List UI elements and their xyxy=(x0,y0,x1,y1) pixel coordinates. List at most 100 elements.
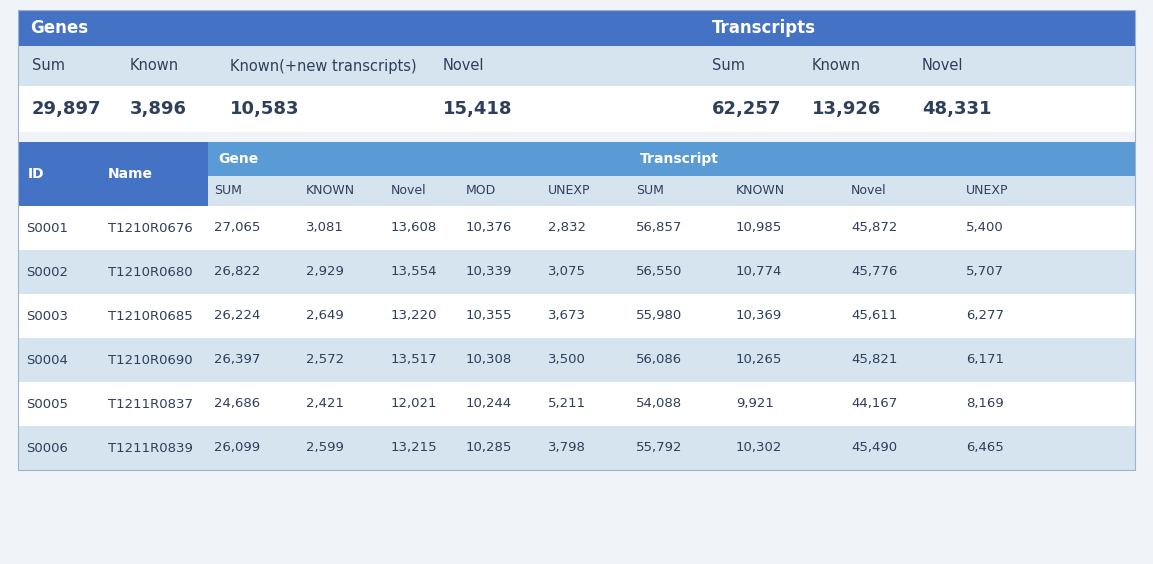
Text: S0002: S0002 xyxy=(27,266,68,279)
Text: 3,673: 3,673 xyxy=(548,310,586,323)
Text: 45,872: 45,872 xyxy=(851,222,897,235)
Text: UNEXP: UNEXP xyxy=(548,184,590,197)
Text: Novel: Novel xyxy=(443,59,484,73)
Bar xyxy=(208,176,630,206)
Text: 45,490: 45,490 xyxy=(851,442,897,455)
Text: T1210R0680: T1210R0680 xyxy=(108,266,193,279)
Text: 55,792: 55,792 xyxy=(636,442,683,455)
Text: 13,215: 13,215 xyxy=(391,442,438,455)
Text: 8,169: 8,169 xyxy=(966,398,1004,411)
Text: KNOWN: KNOWN xyxy=(306,184,355,197)
Text: 56,550: 56,550 xyxy=(636,266,683,279)
Bar xyxy=(18,382,1135,426)
Text: Transcript: Transcript xyxy=(640,152,718,166)
Text: 10,308: 10,308 xyxy=(466,354,512,367)
Text: 45,611: 45,611 xyxy=(851,310,897,323)
Text: 44,167: 44,167 xyxy=(851,398,897,411)
Text: 13,926: 13,926 xyxy=(812,100,881,118)
Text: 5,211: 5,211 xyxy=(548,398,586,411)
Text: ID: ID xyxy=(28,167,45,181)
Text: 2,421: 2,421 xyxy=(306,398,344,411)
Text: 10,302: 10,302 xyxy=(736,442,783,455)
Text: 2,929: 2,929 xyxy=(306,266,344,279)
Bar xyxy=(208,142,630,176)
Text: S0005: S0005 xyxy=(27,398,68,411)
Text: Novel: Novel xyxy=(922,59,964,73)
Text: 2,649: 2,649 xyxy=(306,310,344,323)
Text: 26,397: 26,397 xyxy=(214,354,261,367)
Text: 9,921: 9,921 xyxy=(736,398,774,411)
Text: UNEXP: UNEXP xyxy=(966,184,1009,197)
Text: 26,224: 26,224 xyxy=(214,310,261,323)
Text: T1211R0837: T1211R0837 xyxy=(108,398,193,411)
Text: 2,572: 2,572 xyxy=(306,354,344,367)
Text: 56,086: 56,086 xyxy=(636,354,683,367)
Text: Known(+new transcripts): Known(+new transcripts) xyxy=(229,59,416,73)
Text: 10,339: 10,339 xyxy=(466,266,512,279)
Bar xyxy=(18,142,208,206)
Text: 13,220: 13,220 xyxy=(391,310,437,323)
Text: 45,821: 45,821 xyxy=(851,354,897,367)
Bar xyxy=(18,86,1135,132)
Bar xyxy=(18,10,1135,470)
Text: 26,099: 26,099 xyxy=(214,442,261,455)
Text: T1211R0839: T1211R0839 xyxy=(108,442,193,455)
Text: 62,257: 62,257 xyxy=(713,100,782,118)
Text: Known: Known xyxy=(130,59,179,73)
Bar xyxy=(630,176,1135,206)
Text: 26,822: 26,822 xyxy=(214,266,261,279)
Bar xyxy=(18,250,1135,294)
Text: 2,832: 2,832 xyxy=(548,222,586,235)
Text: 10,985: 10,985 xyxy=(736,222,782,235)
Text: 3,798: 3,798 xyxy=(548,442,586,455)
Text: 10,583: 10,583 xyxy=(229,100,300,118)
Text: 10,355: 10,355 xyxy=(466,310,512,323)
Text: Known: Known xyxy=(812,59,861,73)
Text: Sum: Sum xyxy=(32,59,65,73)
Text: 55,980: 55,980 xyxy=(636,310,683,323)
Text: Novel: Novel xyxy=(391,184,427,197)
Text: 10,285: 10,285 xyxy=(466,442,512,455)
Text: 6,277: 6,277 xyxy=(966,310,1004,323)
Text: T1210R0685: T1210R0685 xyxy=(108,310,193,323)
Bar xyxy=(18,46,1135,86)
Text: 13,517: 13,517 xyxy=(391,354,438,367)
Text: SUM: SUM xyxy=(636,184,664,197)
Text: 6,465: 6,465 xyxy=(966,442,1004,455)
Text: Genes: Genes xyxy=(30,19,88,37)
Text: Sum: Sum xyxy=(713,59,745,73)
Text: 13,554: 13,554 xyxy=(391,266,437,279)
Text: 3,075: 3,075 xyxy=(548,266,586,279)
Text: 10,265: 10,265 xyxy=(736,354,783,367)
Text: 29,897: 29,897 xyxy=(32,100,101,118)
Text: 5,400: 5,400 xyxy=(966,222,1004,235)
Text: S0003: S0003 xyxy=(27,310,68,323)
Text: 10,376: 10,376 xyxy=(466,222,512,235)
Text: 6,171: 6,171 xyxy=(966,354,1004,367)
Bar xyxy=(18,10,700,46)
Text: 2,599: 2,599 xyxy=(306,442,344,455)
Text: Gene: Gene xyxy=(218,152,258,166)
Text: 13,608: 13,608 xyxy=(391,222,437,235)
Text: SUM: SUM xyxy=(214,184,242,197)
Bar xyxy=(18,294,1135,338)
Bar xyxy=(630,142,1135,176)
Text: 10,369: 10,369 xyxy=(736,310,782,323)
Text: 10,244: 10,244 xyxy=(466,398,512,411)
Text: 15,418: 15,418 xyxy=(443,100,512,118)
Text: 27,065: 27,065 xyxy=(214,222,261,235)
Text: T1210R0676: T1210R0676 xyxy=(108,222,193,235)
Text: Transcripts: Transcripts xyxy=(713,19,816,37)
Text: KNOWN: KNOWN xyxy=(736,184,785,197)
Bar xyxy=(18,206,1135,250)
Text: 12,021: 12,021 xyxy=(391,398,437,411)
Text: 10,774: 10,774 xyxy=(736,266,783,279)
Text: 3,896: 3,896 xyxy=(130,100,187,118)
Text: 3,081: 3,081 xyxy=(306,222,344,235)
Text: 56,857: 56,857 xyxy=(636,222,683,235)
Bar xyxy=(18,426,1135,470)
Text: T1210R0690: T1210R0690 xyxy=(108,354,193,367)
Text: 3,500: 3,500 xyxy=(548,354,586,367)
Text: 45,776: 45,776 xyxy=(851,266,897,279)
Text: 48,331: 48,331 xyxy=(922,100,992,118)
